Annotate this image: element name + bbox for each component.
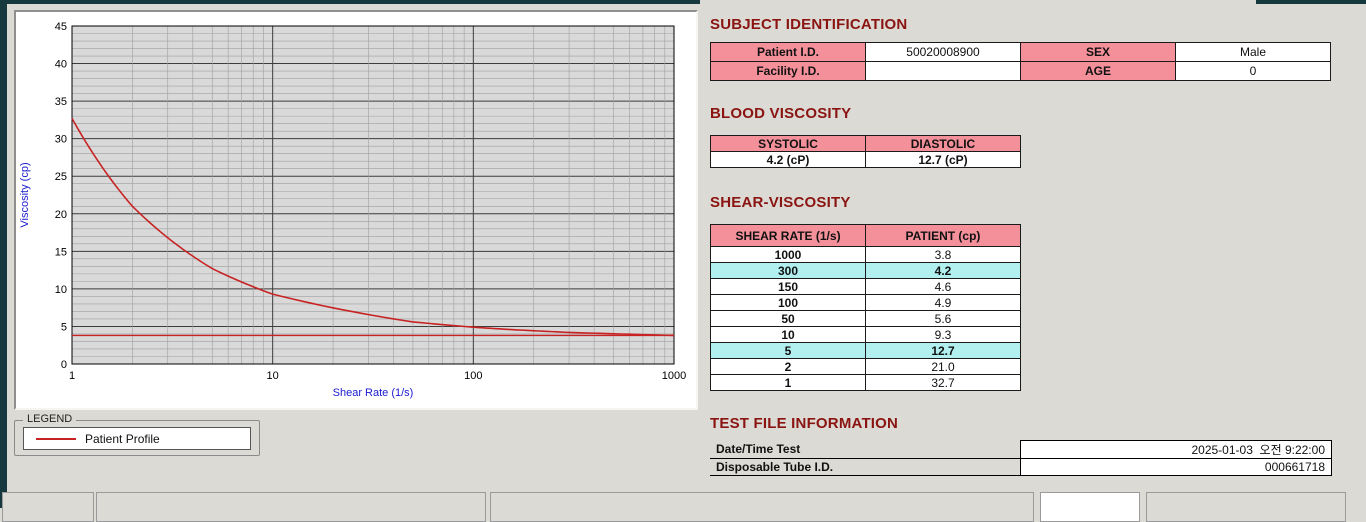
shear-rate-cell: 100	[710, 294, 866, 311]
shear-rate-cell: 2	[710, 358, 866, 375]
table-header-row: SHEAR RATE (1/s) PATIENT (cp)	[710, 224, 1021, 247]
shear-row: 2 21.0	[710, 358, 1021, 375]
diastolic-value: 12.7 (cP)	[865, 151, 1021, 168]
table-row: Patient I.D. 50020008900 SEX Male	[710, 42, 1331, 62]
shear-rate-cell: 1000	[710, 246, 866, 263]
blood-viscosity-table: SYSTOLIC DIASTOLIC 4.2 (cP) 12.7 (cP)	[710, 135, 1021, 168]
patient-cp-cell: 12.7	[865, 342, 1021, 359]
subject-identification-table: Patient I.D. 50020008900 SEX Male Facili…	[710, 42, 1331, 81]
shear-rate-cell: 300	[710, 262, 866, 279]
legend-series-label: Patient Profile	[85, 431, 160, 446]
report-panel: SUBJECT IDENTIFICATION Patient I.D. 5002…	[710, 8, 1360, 476]
patient-profile-curve	[71, 117, 675, 337]
patient-cp-cell: 5.6	[865, 310, 1021, 327]
patient-cp-cell: 32.7	[865, 374, 1021, 391]
shear-rate-cell: 5	[710, 342, 866, 359]
svg-text:15: 15	[55, 246, 67, 258]
patient-cp-cell: 9.3	[865, 326, 1021, 343]
table-row: Facility I.D. AGE 0	[710, 61, 1331, 81]
shear-viscosity-table: SHEAR RATE (1/s) PATIENT (cp) 1000 3.8 300…	[710, 224, 1021, 391]
patient-cp-cell: 4.9	[865, 294, 1021, 311]
shear-row: 1 32.7	[710, 374, 1021, 391]
systolic-value: 4.2 (cP)	[710, 151, 866, 168]
legend-line-sample	[36, 437, 76, 440]
section-title-test-file-information: TEST FILE INFORMATION	[710, 415, 899, 432]
patient-id-label: Patient I.D.	[710, 42, 866, 62]
patient-cp-header: PATIENT (cp)	[865, 224, 1021, 247]
svg-text:10: 10	[55, 284, 67, 296]
section-title-subject-identification: SUBJECT IDENTIFICATION	[710, 16, 908, 33]
axis-tick-labels: 0 5 10 15 20 25 30 35 40 45 1 10 100 1000	[55, 21, 686, 382]
svg-text:35: 35	[55, 96, 67, 108]
viscosity-chart-panel: 0 5 10 15 20 25 30 35 40 45 1 10 100 1000 Shear Rate (…	[14, 10, 698, 410]
bottom-cutoff-panel-2	[96, 492, 486, 522]
shear-row: 50 5.6	[710, 310, 1021, 327]
test-file-row: Date/Time Test 2025-01-03 오전 9:22:00	[710, 440, 1332, 459]
section-title-blood-viscosity: BLOOD VISCOSITY	[710, 105, 852, 122]
chart-grid	[71, 25, 675, 365]
test-file-value: 2025-01-03 오전 9:22:00	[1020, 440, 1332, 459]
svg-text:100: 100	[464, 370, 482, 382]
shear-rate-cell: 1	[710, 374, 866, 391]
section-title-shear-viscosity: SHEAR-VISCOSITY	[710, 194, 851, 211]
bottom-cutoff-panel-3	[490, 492, 1034, 522]
svg-text:1000: 1000	[662, 370, 686, 382]
y-axis-title: Viscosity (cp)	[19, 162, 31, 227]
diastolic-label: DIASTOLIC	[865, 135, 1021, 152]
patient-cp-cell: 4.6	[865, 278, 1021, 295]
shear-rate-cell: 50	[710, 310, 866, 327]
window-edge-left	[0, 0, 7, 508]
sex-value: Male	[1175, 42, 1331, 62]
x-axis-title: Shear Rate (1/s)	[333, 387, 414, 399]
svg-text:30: 30	[55, 134, 67, 146]
test-file-label: Disposable Tube I.D.	[710, 458, 1021, 476]
shear-row: 300 4.2	[710, 262, 1021, 279]
bottom-cutoff-panel-1	[2, 492, 94, 522]
test-file-information-table: Date/Time Test 2025-01-03 오전 9:22:00 Dispo…	[710, 440, 1332, 476]
shear-rate-cell: 10	[710, 326, 866, 343]
svg-text:0: 0	[61, 359, 67, 371]
svg-text:20: 20	[55, 209, 67, 221]
svg-text:45: 45	[55, 21, 67, 33]
svg-text:25: 25	[55, 171, 67, 183]
patient-cp-cell: 4.2	[865, 262, 1021, 279]
facility-id-label: Facility I.D.	[710, 61, 866, 81]
patient-cp-cell: 21.0	[865, 358, 1021, 375]
window-edge-top-left	[0, 0, 700, 4]
bottom-cutoff-panel-5	[1146, 492, 1346, 522]
legend-entry: Patient Profile	[23, 427, 251, 450]
shear-row: 150 4.6	[710, 278, 1021, 295]
age-label: AGE	[1020, 61, 1176, 81]
svg-text:5: 5	[61, 321, 67, 333]
shear-row: 5 12.7	[710, 342, 1021, 359]
viscosity-chart: 0 5 10 15 20 25 30 35 40 45 1 10 100 1000 Shear Rate (…	[19, 21, 686, 399]
shear-rate-header: SHEAR RATE (1/s)	[710, 224, 866, 247]
shear-row: 100 4.9	[710, 294, 1021, 311]
shear-row: 1000 3.8	[710, 246, 1021, 263]
shear-row: 10 9.3	[710, 326, 1021, 343]
table-row: SYSTOLIC DIASTOLIC	[710, 135, 1021, 152]
test-file-value: 000661718	[1020, 458, 1332, 476]
window-edge-top-right	[1256, 0, 1366, 4]
age-value: 0	[1175, 61, 1331, 81]
svg-text:10: 10	[267, 370, 279, 382]
systolic-label: SYSTOLIC	[710, 135, 866, 152]
sex-label: SEX	[1020, 42, 1176, 62]
patient-cp-cell: 3.8	[865, 246, 1021, 263]
svg-text:40: 40	[55, 59, 67, 71]
table-row: 4.2 (cP) 12.7 (cP)	[710, 151, 1021, 168]
shear-rate-cell: 150	[710, 278, 866, 295]
test-file-row: Disposable Tube I.D. 000661718	[710, 458, 1332, 476]
svg-text:1: 1	[69, 370, 75, 382]
bottom-cutoff-panel-4	[1040, 492, 1140, 522]
legend-caption: LEGEND	[23, 413, 77, 425]
test-file-label: Date/Time Test	[710, 440, 1021, 459]
legend-box: LEGEND Patient Profile	[14, 413, 260, 456]
patient-id-value: 50020008900	[865, 42, 1021, 62]
facility-id-value	[865, 61, 1021, 81]
